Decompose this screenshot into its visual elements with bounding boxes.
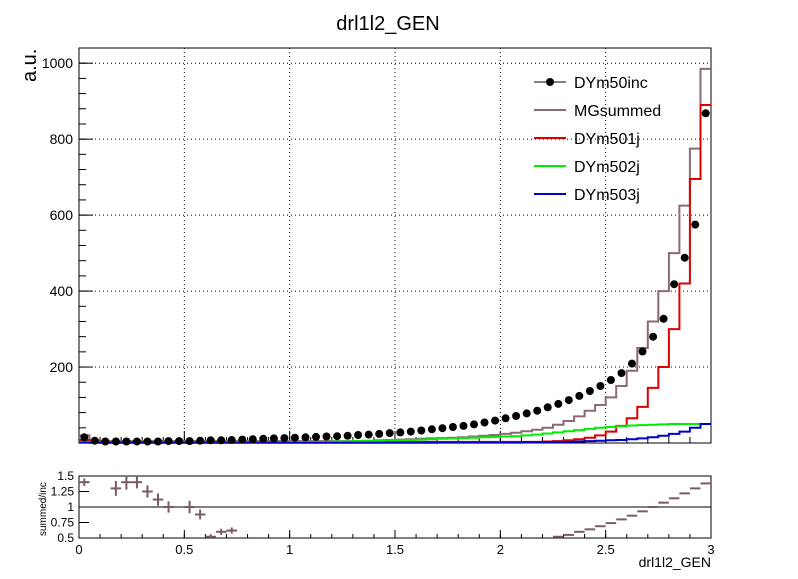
x-axis-label: drl1l2_GEN (639, 554, 711, 570)
legend-label-dym50inc: DYm50inc (574, 75, 648, 92)
ratio-x-tick-label: 3 (707, 542, 714, 557)
legend-marker-dym50inc (546, 78, 554, 86)
series-dym50inc-point (417, 426, 426, 435)
series-dym50inc-point (680, 253, 689, 262)
series-dym50inc-point (143, 437, 152, 446)
series-dym50inc-point (206, 436, 215, 445)
series-dym50inc-point (659, 314, 668, 323)
series-dym50inc-point (701, 109, 710, 118)
legend-label-dym502j: DYm502j (574, 159, 640, 176)
ratio-y-axis: 0.50.75 11.25 1.5 (51, 469, 711, 545)
series-dym50inc-point (606, 376, 615, 384)
series-dym50inc-point (101, 437, 110, 446)
series-dym50inc-point (90, 436, 99, 445)
ratio-x-tick-label: 0 (75, 542, 82, 557)
series-dym50inc-point (543, 403, 552, 412)
y-tick-label: 200 (50, 359, 74, 375)
ratio-x-tick-label: 0.5 (175, 542, 193, 557)
series-dym50inc-point (122, 437, 131, 446)
series-dym50inc-point (364, 430, 373, 439)
legend-label-dym503j: DYm503j (574, 187, 640, 204)
series-dym50inc-point (585, 387, 594, 395)
series-dym50inc-point (322, 432, 331, 441)
ratio-y-tick-label: 0.5 (57, 531, 74, 545)
series-dym50inc-point (196, 436, 205, 445)
series-dym50inc-point (470, 420, 478, 429)
series-dym50inc-point (111, 437, 120, 446)
series-dym50inc-point (638, 347, 647, 356)
legend: DYm50inc MGsummed DYm501j DYm502j DYm503j (534, 75, 661, 204)
series-dym50inc-point (491, 416, 500, 425)
series-dym50inc-point (628, 359, 636, 368)
series-dym50inc-point (217, 436, 226, 445)
ratio-x-tick-label: 1 (286, 542, 293, 557)
series-dym50inc-point (375, 429, 384, 438)
ratio-y-tick-label: 1.25 (51, 485, 75, 499)
legend-label-mgsummed: MGsummed (574, 103, 661, 120)
series-dym50inc-point (522, 409, 531, 418)
series-dym50inc-point (354, 431, 363, 439)
series-dym50inc-point (227, 436, 236, 444)
series-dym50inc-point (501, 414, 510, 423)
series-dym50inc-point (554, 399, 563, 408)
ratio-y-tick-label: 0.75 (51, 516, 75, 530)
series-dym50inc-point (164, 437, 173, 446)
series-dym50inc-point (575, 391, 584, 400)
series-dym503j-line (79, 423, 711, 444)
main-series-group (79, 67, 711, 446)
series-dym50inc-point (175, 437, 184, 446)
series-dym50inc-point (248, 435, 257, 444)
series-dym50inc-point (290, 433, 299, 442)
ratio-x-axis: 0 0.5 1 1.5 2 2.5 3 (75, 530, 715, 557)
chart-title: drl1l2_GEN (336, 13, 439, 35)
series-dym50inc-point (269, 434, 278, 443)
main-plot: 200 400 600 800 1000 a.u. (19, 47, 712, 446)
series-dym50inc-point (396, 428, 405, 437)
series-dym50inc-point (649, 332, 658, 341)
y-tick-label: 800 (50, 131, 74, 147)
series-dym50inc-point (670, 280, 679, 289)
series-dym50inc-point (280, 434, 289, 443)
series-dym50inc-point (238, 435, 247, 444)
series-dym50inc-point (480, 418, 489, 427)
series-dym50inc-point (259, 434, 268, 443)
y-axis-label: a.u. (19, 49, 41, 82)
series-dym50inc-point (343, 431, 352, 440)
ratio-points-group (79, 476, 711, 538)
legend-label-dym501j: DYm501j (574, 131, 640, 148)
ratio-y-tick-label: 1 (67, 500, 74, 514)
series-dym50inc-point (564, 396, 573, 405)
series-dym50inc-point (448, 423, 457, 431)
series-dym50inc-point (406, 427, 415, 436)
series-dym50inc-point (438, 424, 447, 433)
ratio-x-tick-label: 2 (497, 542, 504, 557)
series-dym50inc-point (154, 437, 162, 446)
ratio-x-tick-label: 2.5 (597, 542, 615, 557)
series-dym50inc-point (427, 425, 436, 434)
series-dym50inc-point (80, 433, 89, 442)
series-dym50inc-point (512, 412, 521, 420)
series-dym50inc-point (385, 429, 394, 438)
series-dym50inc-point (132, 437, 141, 446)
main-grid (79, 48, 711, 443)
y-tick-label: 600 (50, 207, 74, 223)
y-tick-label: 400 (50, 283, 74, 299)
series-dym50inc-point (459, 421, 468, 430)
ratio-y-tick-label: 1.5 (57, 469, 74, 483)
series-dym50inc-point (333, 432, 342, 441)
series-dym50inc-point (312, 432, 320, 441)
series-dym50inc-point (301, 433, 310, 442)
series-dym50inc-point (691, 220, 700, 229)
ratio-x-tick-label: 1.5 (386, 542, 404, 557)
series-dym50inc-point (533, 406, 542, 415)
ratio-y-axis-label: summed/inc (38, 482, 49, 536)
series-dym50inc-point (596, 382, 605, 390)
y-tick-label: 1000 (42, 55, 73, 71)
series-dym50inc-point (617, 369, 626, 378)
series-dym50inc-point (185, 437, 194, 446)
main-y-axis: 200 400 600 800 1000 (42, 55, 93, 429)
